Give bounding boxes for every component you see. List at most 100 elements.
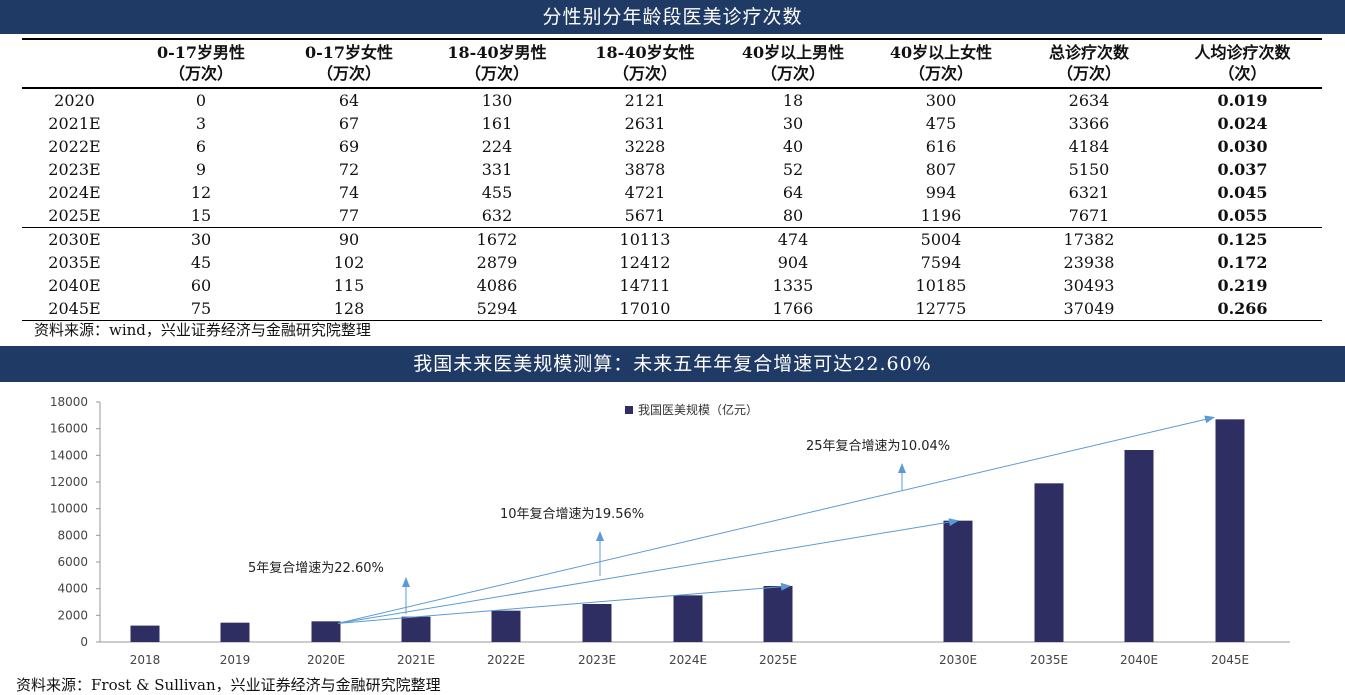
table-cell: 455	[481, 183, 513, 202]
table-cell: 5004	[867, 227, 1015, 251]
cagr-10yr-label: 10年复合增速为19.56%	[500, 507, 644, 522]
row-year-cell: 2025E	[48, 206, 101, 225]
row-year-cell: 2020	[54, 91, 95, 110]
cagr-25yr-arrow	[337, 415, 1215, 624]
table-row: 2024E 12 74 455 4721 64 994 6321 0.045	[22, 181, 1322, 204]
bar-2035E	[1034, 483, 1064, 642]
row-year-cell: 2023E	[48, 160, 101, 179]
table-cell: 0.055	[1217, 206, 1268, 225]
table-cell: 0.019	[1217, 91, 1268, 110]
table-cell: 3	[195, 114, 207, 133]
table-cell: 17010	[619, 299, 671, 318]
table-cell: 45	[190, 253, 212, 272]
table-cell: 90	[275, 227, 423, 251]
x-tick-label: 2030E	[939, 653, 977, 667]
column-header: 18-40岁女性 （万次）	[571, 39, 719, 89]
table-cell: 5671	[624, 206, 666, 225]
table-cell: 331	[481, 160, 513, 179]
table-cell: 10185	[915, 276, 967, 295]
table-cell: 75	[190, 299, 212, 318]
table-cell: 0.266	[1217, 299, 1268, 318]
row-year-cell: 2045E	[48, 299, 101, 318]
table-cell: 7594	[920, 253, 962, 272]
table-cell: 6321	[1068, 183, 1110, 202]
x-tick-label: 2020E	[307, 653, 345, 667]
table-cell: 2631	[624, 114, 666, 133]
table-row: 2030E 30 90 1672 10113 474 5004 17382 0.125	[22, 227, 1322, 251]
table-cell: 0.045	[1217, 183, 1268, 202]
column-header: 总诊疗次数 （万次）	[1015, 39, 1163, 89]
table-cell: 60	[190, 276, 212, 295]
table-cell: 0	[195, 91, 207, 110]
y-tick-label: 12000	[50, 475, 88, 489]
legend-label: 我国医美规模（亿元）	[638, 402, 758, 417]
x-tick-label: 2035E	[1030, 653, 1068, 667]
column-header: 40岁以上男性 （万次）	[719, 39, 867, 89]
table-cell: 7671	[1068, 206, 1110, 225]
table-cell: 74	[338, 183, 360, 202]
x-tick-label: 2018	[130, 653, 161, 667]
table-cell: 128	[333, 299, 365, 318]
table-cell: 130	[481, 91, 513, 110]
table-cell: 4086	[476, 276, 518, 295]
table-cell: 67	[338, 114, 360, 133]
y-tick-label: 6000	[57, 555, 88, 569]
column-header: 0-17岁男性 （万次）	[127, 39, 275, 89]
table-cell: 5150	[1068, 160, 1110, 179]
cagr-25yr-label: 25年复合增速为10.04%	[806, 439, 950, 454]
y-tick-label: 0	[80, 635, 88, 649]
x-tick-label: 2045E	[1211, 653, 1249, 667]
table-cell: 72	[338, 160, 360, 179]
table-cell: 474	[719, 227, 867, 251]
y-tick-label: 18000	[50, 395, 88, 409]
table-cell: 0.024	[1217, 114, 1268, 133]
table-cell: 115	[333, 276, 365, 295]
table-cell: 30493	[1063, 276, 1115, 295]
table-cell: 18	[782, 91, 804, 110]
column-header: 0-17岁女性 （万次）	[275, 39, 423, 89]
table-cell: 102	[333, 253, 365, 272]
table-cell: 23938	[1063, 253, 1115, 272]
chart-title-banner: 我国未来医美规模测算：未来五年年复合增速可达22.60%	[0, 346, 1345, 382]
table-cell: 37049	[1063, 299, 1115, 318]
y-tick-label: 16000	[50, 422, 88, 436]
x-tick-label: 2040E	[1120, 653, 1158, 667]
x-tick-label: 2023E	[578, 653, 616, 667]
row-year-cell: 2022E	[48, 137, 101, 156]
bar-2023E	[582, 604, 612, 642]
table-cell: 807	[925, 160, 957, 179]
table-row: 2022E 6 69 224 3228 40 616 4184 0.030	[22, 135, 1322, 158]
table-cell: 69	[338, 137, 360, 156]
table-cell: 80	[782, 206, 804, 225]
table-cell: 2634	[1068, 91, 1110, 110]
table-source-note: 资料来源：wind，兴业证券经济与金融研究院整理	[34, 321, 371, 339]
table-body: 2020 0 64 130 2121 18 300 2634 0.019 2021E 3 67 161 2…	[22, 88, 1322, 321]
table-cell: 64	[782, 183, 804, 202]
table-cell: 12412	[619, 253, 671, 272]
visits-table: 0-17岁男性 （万次） 0-17岁女性 （万次） 18-40岁男性 （万次） 18-…	[22, 38, 1322, 321]
x-tick-label: 2025E	[759, 653, 797, 667]
column-header: 人均诊疗次数 （次）	[1163, 39, 1322, 89]
row-year-cell: 2024E	[48, 183, 101, 202]
table-cell: 3228	[624, 137, 666, 156]
table-cell: 2879	[476, 253, 518, 272]
x-tick-label: 2022E	[487, 653, 525, 667]
table-cell: 52	[782, 160, 804, 179]
bar-2018	[130, 625, 160, 642]
table-cell: 0.219	[1217, 276, 1268, 295]
legend-swatch	[625, 406, 633, 414]
table-cell: 0.037	[1217, 160, 1268, 179]
table-cell: 0.172	[1217, 253, 1268, 272]
chart-section-title: 我国未来医美规模测算：未来五年年复合增速可达22.60%	[413, 353, 932, 375]
table-cell: 12775	[915, 299, 967, 318]
bar-2024E	[673, 595, 703, 642]
table-title-banner: 分性别分年龄段医美诊疗次数	[0, 0, 1345, 34]
table-row: 2040E 60 115 4086 14711 1335 10185 30493 0.219	[22, 274, 1322, 297]
column-header: 40岁以上女性 （万次）	[867, 39, 1015, 89]
table-cell: 1196	[920, 206, 962, 225]
table-cell: 15	[190, 206, 212, 225]
table-cell: 224	[481, 137, 513, 156]
x-tick-label: 2021E	[397, 653, 435, 667]
table-cell: 5294	[476, 299, 518, 318]
market-size-bar-chart: 0 2000 4000 6000 8000 10000 12000 14000 16000 180…	[50, 395, 1290, 667]
